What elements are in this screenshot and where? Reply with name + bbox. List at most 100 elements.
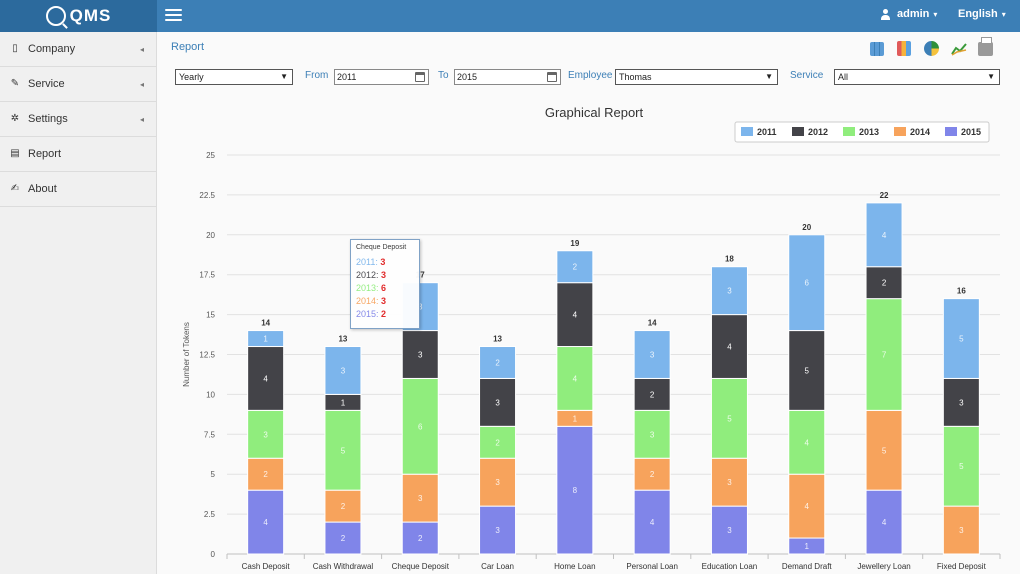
- bar-chart-button[interactable]: [897, 40, 914, 57]
- data-label: 3: [495, 478, 500, 487]
- gear-icon: ✲: [10, 113, 20, 124]
- bar-segment-2014: [788, 473, 826, 539]
- data-label: 5: [959, 462, 964, 471]
- data-label: 5: [959, 335, 964, 344]
- sidebar-item-service[interactable]: ✎ Service ◂: [0, 67, 156, 102]
- data-label: 2: [573, 263, 578, 272]
- data-label: 4: [573, 311, 578, 320]
- bar-segment-2015: [556, 425, 594, 555]
- pie-chart-icon: [924, 41, 939, 56]
- sidebar-item-settings[interactable]: ✲ Settings ◂: [0, 102, 156, 137]
- data-label: 5: [727, 414, 732, 423]
- bar-segment-2013: [324, 409, 362, 491]
- logo-icon: [45, 6, 66, 26]
- data-label: 3: [650, 351, 655, 360]
- building-icon: ▯: [12, 43, 18, 54]
- legend-swatch-2012: [792, 127, 804, 136]
- to-label: To: [438, 70, 449, 81]
- calendar-icon[interactable]: [547, 72, 557, 82]
- data-label: 6: [418, 422, 423, 431]
- print-button[interactable]: [978, 40, 995, 57]
- bar-segment-2013: [401, 377, 439, 475]
- sidebar: ▯ Company ◂ ✎ Service ◂ ✲ Settings ◂ ▤ R…: [0, 32, 157, 574]
- y-tick-label: 0: [211, 550, 216, 559]
- total-label: 17: [416, 271, 425, 280]
- bar-segment-2013: [633, 409, 671, 459]
- grid-icon: [870, 42, 884, 56]
- legend-label: 2015: [961, 127, 981, 137]
- data-label: 5: [341, 446, 346, 455]
- y-tick-label: 7.5: [204, 430, 216, 439]
- tooltip-year: 2013: [356, 283, 377, 293]
- from-label: From: [305, 70, 329, 81]
- service-select[interactable]: All ▼: [834, 69, 1000, 85]
- x-tick-label: Personal Loan: [626, 562, 678, 571]
- period-select[interactable]: Yearly ▼: [175, 69, 293, 85]
- menu-toggle-button[interactable]: [165, 9, 182, 22]
- to-date-input[interactable]: 2015: [454, 69, 561, 85]
- tooltip-value: 3: [381, 270, 387, 280]
- legend-label: 2011: [757, 127, 777, 137]
- legend-swatch-2015: [945, 127, 957, 136]
- chart-title: Graphical Report: [545, 105, 644, 120]
- user-menu[interactable]: admin ▾: [880, 8, 937, 20]
- breadcrumb[interactable]: Report: [171, 41, 205, 53]
- dropdown-arrow-icon: ▼: [765, 72, 773, 81]
- line-chart-button[interactable]: [951, 40, 968, 57]
- y-tick-label: 15: [206, 311, 215, 320]
- x-tick-label: Education Loan: [702, 562, 758, 571]
- dropdown-arrow-icon: ▼: [280, 72, 288, 81]
- data-label: 3: [418, 494, 423, 503]
- language-menu[interactable]: English ▾: [958, 8, 1006, 20]
- data-label: 7: [882, 351, 887, 360]
- tooltip-value: 3: [381, 296, 387, 306]
- from-date-input[interactable]: 2011: [334, 69, 429, 85]
- data-label: 3: [959, 526, 964, 535]
- data-label: 4: [263, 518, 268, 527]
- bar-segment-2011: [479, 346, 517, 379]
- calendar-icon[interactable]: [415, 72, 425, 82]
- grid-view-button[interactable]: [870, 40, 887, 57]
- y-tick-label: 2.5: [204, 510, 216, 519]
- total-label: 14: [261, 319, 270, 328]
- x-tick-label: Cash Deposit: [242, 562, 291, 571]
- pie-chart-button[interactable]: [924, 40, 941, 57]
- sidebar-item-about[interactable]: ✍ About: [0, 172, 156, 207]
- data-label: 5: [882, 446, 887, 455]
- bar-segment-2012: [401, 330, 439, 379]
- bar-segment-2012: [479, 377, 517, 427]
- data-label: 4: [805, 502, 810, 511]
- data-label: 3: [727, 287, 732, 296]
- employee-select[interactable]: Thomas ▼: [615, 69, 778, 85]
- x-tick-label: Demand Draft: [782, 562, 833, 571]
- y-tick-label: 20: [206, 231, 215, 240]
- data-label: 1: [573, 414, 578, 423]
- bar-segment-2015: [865, 489, 903, 555]
- sidebar-item-label: About: [28, 183, 57, 195]
- data-label: 2: [341, 534, 346, 543]
- bar-segment-2015: [633, 489, 671, 555]
- logo-text: QMS: [69, 6, 112, 25]
- bar-segment-2012: [556, 282, 594, 348]
- app-logo[interactable]: QMS: [0, 0, 157, 32]
- data-label: 2: [495, 358, 500, 367]
- sidebar-item-report[interactable]: ▤ Report: [0, 137, 156, 172]
- chart-toolbar: [870, 40, 1005, 57]
- filter-bar: Yearly ▼ From 2011 To 2015 Employee Thom…: [157, 69, 1020, 87]
- sidebar-item-label: Company: [28, 43, 76, 55]
- bar-segment-2013: [788, 409, 826, 475]
- tooltip-year: 2014: [356, 296, 377, 306]
- print-icon: [978, 42, 993, 56]
- data-label: 3: [495, 398, 500, 407]
- caret-down-icon: ▾: [933, 9, 938, 19]
- tooltip-year: 2015: [356, 309, 377, 319]
- chevron-left-icon: ◂: [139, 114, 144, 124]
- data-label: 2: [263, 470, 268, 479]
- sidebar-item-company[interactable]: ▯ Company ◂: [0, 32, 156, 67]
- bar-segment-2012: [633, 377, 671, 411]
- data-label: 2: [418, 534, 423, 543]
- data-label: 2: [341, 502, 346, 511]
- data-label: 4: [882, 518, 887, 527]
- data-label: 6: [805, 279, 810, 288]
- bar-segment-2014: [942, 505, 980, 555]
